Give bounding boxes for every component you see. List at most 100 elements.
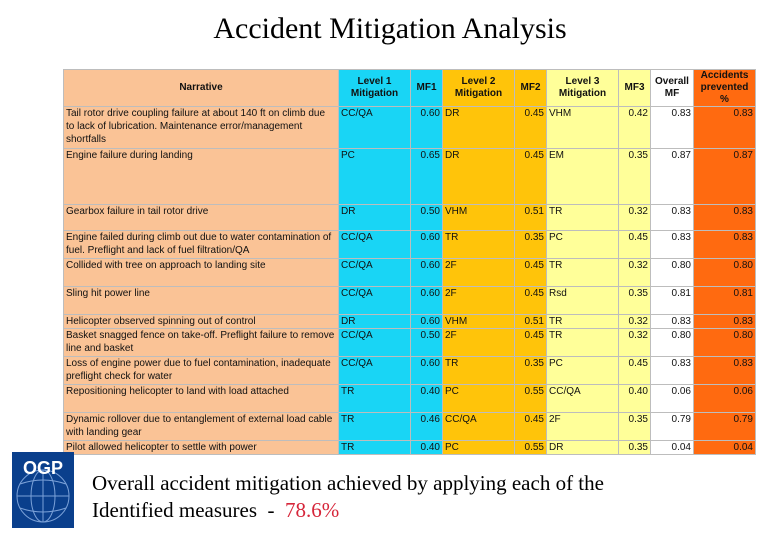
cell-l2: PC — [442, 384, 515, 413]
cell-l1: CC/QA — [338, 230, 411, 259]
cell-mf2: 0.45 — [514, 286, 547, 315]
cell-narrative: Sling hit power line — [63, 286, 339, 315]
cell-mf1: 0.60 — [410, 286, 443, 315]
cell-overall: 0.83 — [650, 204, 694, 231]
table-row: Repositioning helicopter to land with lo… — [63, 384, 756, 413]
cell-narrative: Tail rotor drive coupling failure at abo… — [63, 106, 339, 149]
cell-overall: 0.81 — [650, 286, 694, 315]
cell-mf3: 0.45 — [618, 230, 651, 259]
table-row: Helicopter observed spinning out of cont… — [63, 314, 756, 329]
cell-narrative: Repositioning helicopter to land with lo… — [63, 384, 339, 413]
cell-l1: CC/QA — [338, 286, 411, 315]
cell-narrative: Loss of engine power due to fuel contami… — [63, 356, 339, 385]
cell-mf1: 0.60 — [410, 258, 443, 287]
cell-mf2: 0.45 — [514, 328, 547, 357]
cell-overall: 0.87 — [650, 148, 694, 205]
table-row: Gearbox failure in tail rotor drive DR 0.5… — [63, 204, 756, 231]
cell-l3: TR — [546, 328, 619, 357]
cell-mf3: 0.35 — [618, 286, 651, 315]
caption-line-1: Overall accident mitigation achieved by … — [92, 471, 604, 495]
cell-narrative: Collided with tree on approach to landin… — [63, 258, 339, 287]
cell-mf3: 0.32 — [618, 204, 651, 231]
cell-narrative: Gearbox failure in tail rotor drive — [63, 204, 339, 231]
table-row: Basket snagged fence on take-off. Prefli… — [63, 328, 756, 357]
cell-mf3: 0.32 — [618, 258, 651, 287]
header-mf2: MF2 — [514, 69, 547, 107]
cell-overall: 0.79 — [650, 412, 694, 441]
cell-mf2: 0.35 — [514, 356, 547, 385]
cell-l1: DR — [338, 314, 411, 329]
ogp-logo-text: OGP — [23, 458, 63, 478]
cell-l3: DR — [546, 440, 619, 455]
cell-mf3: 0.32 — [618, 314, 651, 329]
cell-overall: 0.80 — [650, 258, 694, 287]
cell-mf2: 0.45 — [514, 258, 547, 287]
cell-mf3: 0.42 — [618, 106, 651, 149]
cell-acc: 0.80 — [693, 258, 756, 287]
cell-l2: 2F — [442, 286, 515, 315]
cell-acc: 0.83 — [693, 356, 756, 385]
cell-mf1: 0.40 — [410, 440, 443, 455]
cell-l3: CC/QA — [546, 384, 619, 413]
cell-mf2: 0.55 — [514, 440, 547, 455]
cell-l2: VHM — [442, 314, 515, 329]
header-mf3: MF3 — [618, 69, 651, 107]
cell-l3: VHM — [546, 106, 619, 149]
cell-l3: TR — [546, 258, 619, 287]
caption-line-2-text: Identified measures - — [92, 498, 286, 522]
header-narrative: Narrative — [63, 69, 339, 107]
cell-l1: TR — [338, 440, 411, 455]
table-row: Sling hit power line CC/QA 0.60 2F 0.45 Rsd 0.… — [63, 286, 756, 315]
cell-narrative: Basket snagged fence on take-off. Prefli… — [63, 328, 339, 357]
cell-mf3: 0.35 — [618, 412, 651, 441]
cell-l2: 2F — [442, 258, 515, 287]
cell-l2: TR — [442, 230, 515, 259]
cell-acc: 0.06 — [693, 384, 756, 413]
table-header-row: Narrative Level 1 Mitigation MF1 Level 2… — [63, 69, 756, 107]
cell-l1: CC/QA — [338, 106, 411, 149]
cell-overall: 0.06 — [650, 384, 694, 413]
cell-acc: 0.80 — [693, 328, 756, 357]
cell-mf2: 0.51 — [514, 314, 547, 329]
cell-narrative: Engine failed during climb out due to wa… — [63, 230, 339, 259]
cell-overall: 0.04 — [650, 440, 694, 455]
table-row: Pilot allowed helicopter to settle with … — [63, 440, 756, 455]
overall-mitigation-value: 78.6% — [285, 498, 340, 522]
cell-mf2: 0.51 — [514, 204, 547, 231]
header-level2-mitigation: Level 2 Mitigation — [442, 69, 515, 107]
cell-mf1: 0.60 — [410, 314, 443, 329]
cell-l2: TR — [442, 356, 515, 385]
cell-acc: 0.87 — [693, 148, 756, 205]
cell-l3: TR — [546, 204, 619, 231]
cell-mf2: 0.45 — [514, 106, 547, 149]
header-level1-mitigation: Level 1 Mitigation — [338, 69, 411, 107]
cell-mf2: 0.45 — [514, 148, 547, 205]
cell-l3: EM — [546, 148, 619, 205]
header-accidents-prevented: Accidents prevented % — [693, 69, 756, 107]
cell-mf1: 0.50 — [410, 328, 443, 357]
cell-mf3: 0.35 — [618, 440, 651, 455]
cell-l1: CC/QA — [338, 356, 411, 385]
cell-l1: TR — [338, 412, 411, 441]
cell-acc: 0.83 — [693, 106, 756, 149]
table-body: Tail rotor drive coupling failure at abo… — [63, 106, 756, 455]
table-row: Collided with tree on approach to landin… — [63, 258, 756, 287]
cell-l1: CC/QA — [338, 328, 411, 357]
cell-l3: PC — [546, 356, 619, 385]
cell-l1: TR — [338, 384, 411, 413]
cell-l2: VHM — [442, 204, 515, 231]
cell-mf1: 0.40 — [410, 384, 443, 413]
cell-acc: 0.79 — [693, 412, 756, 441]
cell-l2: PC — [442, 440, 515, 455]
cell-acc: 0.83 — [693, 314, 756, 329]
summary-caption: Overall accident mitigation achieved by … — [92, 470, 762, 524]
ogp-logo: OGP — [12, 452, 74, 528]
cell-overall: 0.83 — [650, 230, 694, 259]
cell-l1: DR — [338, 204, 411, 231]
cell-mf3: 0.35 — [618, 148, 651, 205]
cell-narrative: Engine failure during landing — [63, 148, 339, 205]
cell-l2: DR — [442, 106, 515, 149]
cell-l2: DR — [442, 148, 515, 205]
mitigation-table: Narrative Level 1 Mitigation MF1 Level 2… — [63, 69, 756, 455]
cell-l1: CC/QA — [338, 258, 411, 287]
